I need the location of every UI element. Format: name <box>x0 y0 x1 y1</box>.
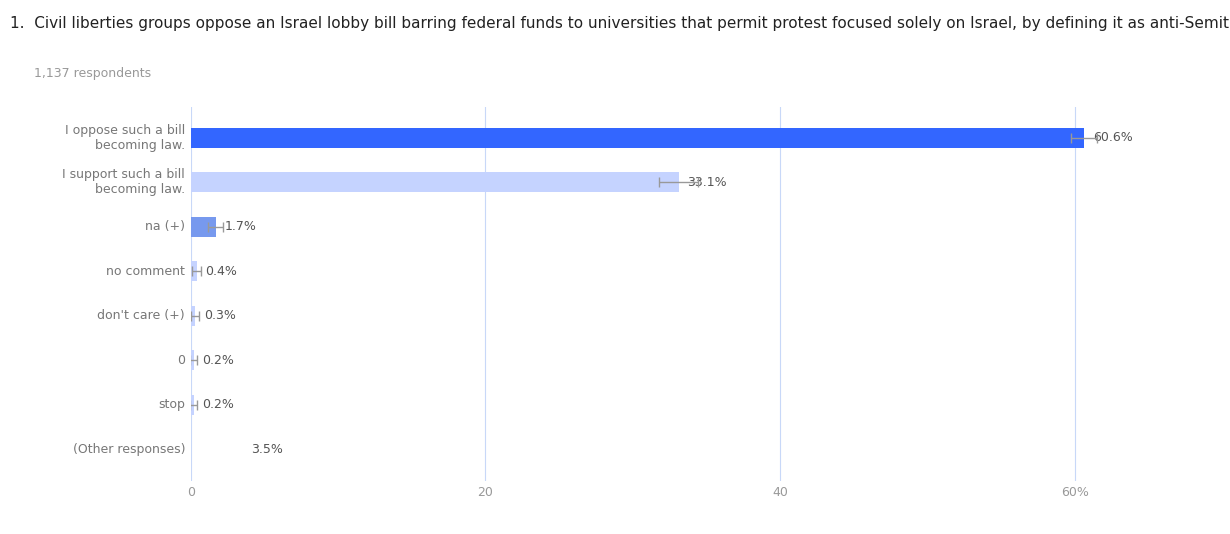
Text: 60.6%: 60.6% <box>1093 131 1133 145</box>
Text: 3.5%: 3.5% <box>251 443 283 456</box>
Bar <box>191 128 1084 148</box>
Bar <box>191 217 215 237</box>
Bar <box>191 172 679 192</box>
Bar <box>191 350 193 371</box>
Text: 0.3%: 0.3% <box>204 309 236 323</box>
Text: 1,137 respondents: 1,137 respondents <box>34 67 151 80</box>
Text: 1.7%: 1.7% <box>225 221 256 233</box>
Text: 0.2%: 0.2% <box>203 398 235 412</box>
Text: 1.  Civil liberties groups oppose an Israel lobby bill barring federal funds to : 1. Civil liberties groups oppose an Isra… <box>10 16 1230 31</box>
Text: 0.2%: 0.2% <box>203 354 235 367</box>
Text: 33.1%: 33.1% <box>688 176 727 189</box>
Bar <box>191 306 196 326</box>
Text: 0.4%: 0.4% <box>205 265 237 278</box>
Bar <box>191 395 193 415</box>
Bar <box>191 262 197 281</box>
